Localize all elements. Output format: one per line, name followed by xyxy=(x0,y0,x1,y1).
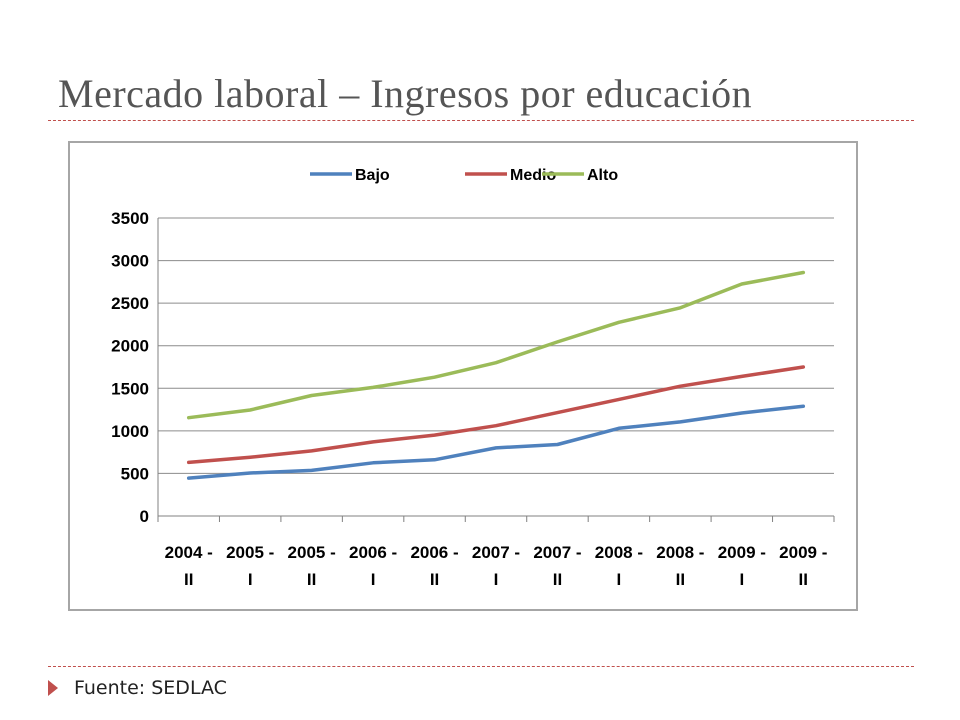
x-tick-label-year: 2005 - xyxy=(226,543,274,562)
x-tick-label-semester: I xyxy=(739,570,744,589)
x-tick-label-semester: II xyxy=(307,570,316,589)
y-tick-label: 500 xyxy=(121,464,149,483)
triangle-bullet-icon xyxy=(48,680,58,696)
x-tick-label-year: 2005 - xyxy=(288,543,336,562)
x-tick-label-semester: II xyxy=(184,570,193,589)
y-tick-label: 3000 xyxy=(111,252,149,271)
x-tick-label-year: 2007 - xyxy=(472,543,520,562)
chart-frame: 0 500 1000 1500 2000 2500 3000 3500 2004 - II 2005… xyxy=(68,141,858,611)
source-note: Fuente: SEDLAC xyxy=(74,677,227,699)
x-tick-label-year: 2006 - xyxy=(410,543,458,562)
y-tick-label: 2000 xyxy=(111,337,149,356)
x-tick-label-year: 2006 - xyxy=(349,543,397,562)
legend-label-bajo: Bajo xyxy=(355,167,390,184)
x-tick-label-year: 2009 - xyxy=(718,543,766,562)
slide-title: Mercado laboral – Ingresos por educación xyxy=(58,71,753,116)
x-tick-label-semester: I xyxy=(617,570,622,589)
y-tick-label: 2500 xyxy=(111,294,149,313)
x-tick-label-semester: II xyxy=(553,570,562,589)
x-tick-label-semester: II xyxy=(799,570,808,589)
x-tick-label-semester: I xyxy=(371,570,376,589)
x-tick-label-year: 2008 - xyxy=(595,543,643,562)
series-line-medio xyxy=(186,365,806,465)
footer: Fuente: SEDLAC xyxy=(48,676,227,700)
series-line-alto xyxy=(186,270,806,420)
y-tick-label: 1000 xyxy=(111,422,149,441)
x-tick-label-year: 2004 - xyxy=(165,543,213,562)
footer-divider xyxy=(48,666,914,667)
x-tick-label-semester: II xyxy=(676,570,685,589)
y-tick-label: 1500 xyxy=(111,379,149,398)
x-tick-label-year: 2009 - xyxy=(779,543,827,562)
x-tick-label-semester: I xyxy=(248,570,253,589)
x-tick-label-semester: II xyxy=(430,570,439,589)
y-tick-label: 0 xyxy=(140,507,149,526)
legend-label-alto: Alto xyxy=(587,167,618,184)
legend-label-medio: Medio xyxy=(510,167,556,184)
x-tick-label-year: 2008 - xyxy=(656,543,704,562)
x-tick-label-year: 2007 - xyxy=(533,543,581,562)
y-tick-label: 3500 xyxy=(111,209,149,228)
title-divider xyxy=(48,120,914,121)
x-tick-label-semester: I xyxy=(494,570,499,589)
series-line-bajo xyxy=(186,404,806,480)
